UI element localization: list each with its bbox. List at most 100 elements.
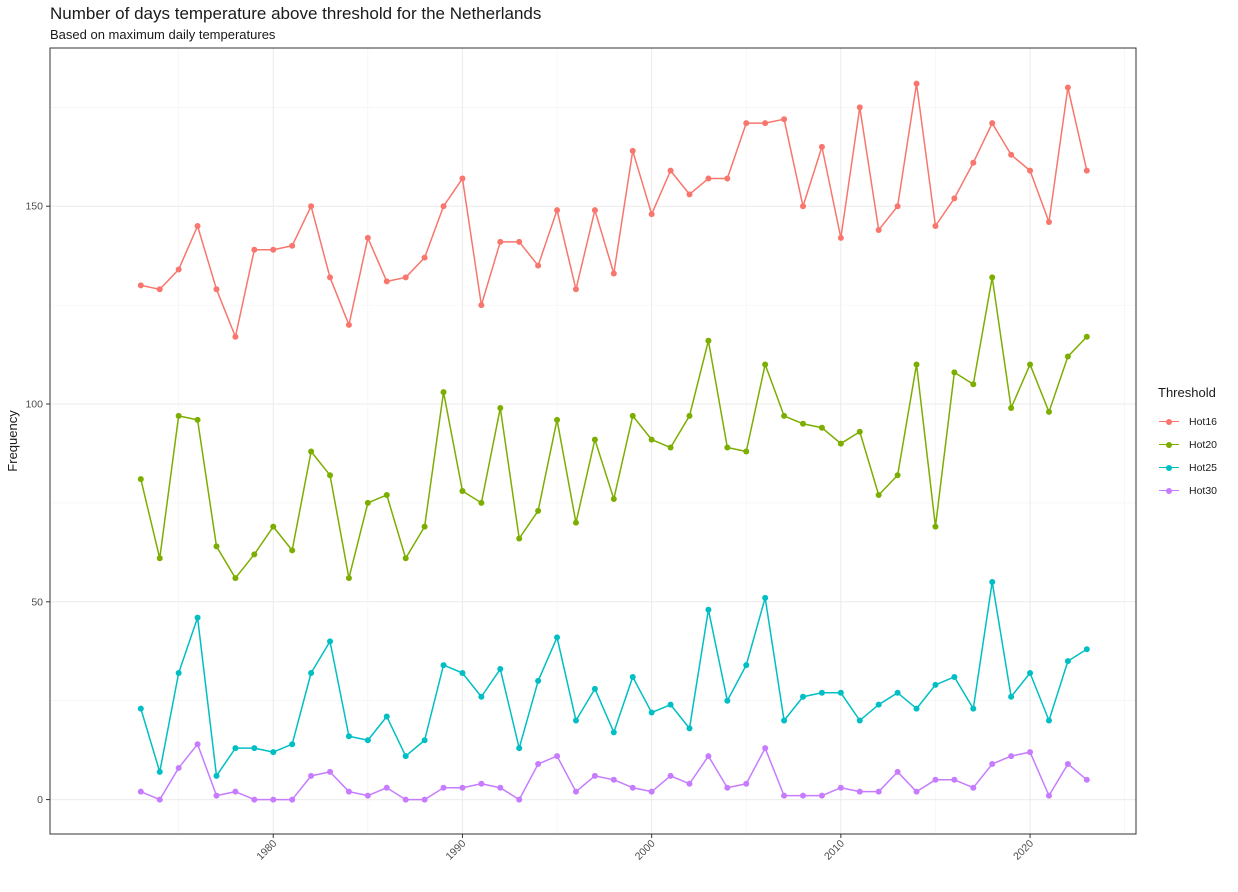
legend-label-hot25: Hot25 bbox=[1189, 461, 1218, 474]
data-point-hot16 bbox=[402, 274, 409, 281]
data-point-hot20 bbox=[743, 448, 750, 455]
data-point-hot25 bbox=[516, 745, 523, 752]
data-point-hot25 bbox=[800, 693, 807, 700]
data-point-hot25 bbox=[629, 673, 636, 680]
data-point-hot25 bbox=[837, 689, 844, 696]
data-point-hot20 bbox=[1027, 361, 1034, 368]
data-point-hot20 bbox=[1008, 404, 1015, 411]
data-point-hot30 bbox=[440, 784, 447, 791]
data-point-hot30 bbox=[194, 741, 201, 748]
legend-dot-hot30 bbox=[1166, 487, 1172, 494]
data-point-hot25 bbox=[591, 685, 598, 692]
data-point-hot25 bbox=[175, 670, 182, 677]
data-point-hot25 bbox=[459, 670, 466, 677]
data-point-hot16 bbox=[232, 333, 239, 340]
data-point-hot25 bbox=[289, 741, 296, 748]
data-point-hot20 bbox=[251, 551, 258, 558]
data-point-hot30 bbox=[970, 784, 977, 791]
data-point-hot25 bbox=[308, 670, 315, 677]
data-point-hot30 bbox=[232, 788, 239, 795]
plot-panel-border bbox=[49, 47, 1137, 835]
chart-subtitle: Based on maximum daily temperatures bbox=[50, 27, 276, 42]
y-tick-label: 150 bbox=[25, 201, 43, 213]
data-point-hot16 bbox=[270, 246, 277, 253]
data-point-hot20 bbox=[383, 491, 390, 498]
data-point-hot16 bbox=[156, 286, 163, 293]
data-point-hot30 bbox=[648, 788, 655, 795]
data-point-hot16 bbox=[175, 266, 182, 273]
data-point-hot30 bbox=[516, 796, 523, 803]
data-point-hot16 bbox=[554, 207, 561, 214]
data-point-hot20 bbox=[1064, 353, 1071, 360]
x-tick-label: 2010 bbox=[822, 838, 847, 863]
data-point-hot25 bbox=[724, 697, 731, 704]
data-point-hot16 bbox=[743, 120, 750, 127]
data-point-hot30 bbox=[856, 788, 863, 795]
data-point-hot16 bbox=[345, 321, 352, 328]
data-point-hot30 bbox=[591, 772, 598, 779]
data-point-hot20 bbox=[213, 543, 220, 550]
legend-label-hot20: Hot20 bbox=[1189, 438, 1218, 451]
data-point-hot30 bbox=[1083, 776, 1090, 783]
data-point-hot30 bbox=[308, 772, 315, 779]
data-point-hot25 bbox=[1045, 717, 1052, 724]
data-point-hot25 bbox=[648, 709, 655, 716]
y-tick-label: 0 bbox=[37, 794, 43, 806]
legend-item-hot16: Hot16 bbox=[1158, 410, 1217, 433]
legend-key-hot25 bbox=[1158, 462, 1180, 474]
data-point-hot20 bbox=[175, 412, 182, 419]
data-point-hot20 bbox=[1083, 333, 1090, 340]
data-point-hot20 bbox=[800, 420, 807, 427]
data-point-hot30 bbox=[667, 772, 674, 779]
data-point-hot16 bbox=[383, 278, 390, 285]
data-point-hot30 bbox=[535, 760, 542, 767]
legend-dot-hot25 bbox=[1166, 464, 1172, 471]
data-point-hot16 bbox=[686, 191, 693, 198]
data-point-hot16 bbox=[648, 211, 655, 218]
data-point-hot25 bbox=[345, 733, 352, 740]
data-point-hot20 bbox=[705, 337, 712, 344]
data-point-hot16 bbox=[818, 143, 825, 150]
data-point-hot20 bbox=[421, 523, 428, 530]
data-point-hot20 bbox=[629, 412, 636, 419]
legend-item-hot25: Hot25 bbox=[1158, 456, 1217, 479]
data-point-hot25 bbox=[194, 614, 201, 621]
series-line-hot20 bbox=[140, 276, 1088, 579]
data-point-hot25 bbox=[156, 768, 163, 775]
data-point-hot25 bbox=[743, 662, 750, 669]
data-point-hot25 bbox=[402, 753, 409, 760]
data-point-hot30 bbox=[686, 780, 693, 787]
data-point-hot16 bbox=[1083, 167, 1090, 174]
data-point-hot30 bbox=[345, 788, 352, 795]
data-point-hot25 bbox=[383, 713, 390, 720]
data-point-hot25 bbox=[913, 705, 920, 712]
data-point-hot20 bbox=[1045, 408, 1052, 415]
data-point-hot20 bbox=[686, 412, 693, 419]
data-point-hot20 bbox=[308, 448, 315, 455]
data-point-hot16 bbox=[194, 223, 201, 230]
data-point-hot16 bbox=[800, 203, 807, 210]
data-point-hot20 bbox=[459, 488, 466, 495]
data-point-hot30 bbox=[989, 760, 996, 767]
data-point-hot30 bbox=[402, 796, 409, 803]
data-point-hot30 bbox=[289, 796, 296, 803]
data-point-hot16 bbox=[951, 195, 958, 202]
data-point-hot16 bbox=[610, 270, 617, 277]
data-point-hot16 bbox=[308, 203, 315, 210]
data-point-hot20 bbox=[648, 436, 655, 443]
data-point-hot16 bbox=[478, 302, 485, 309]
data-point-hot30 bbox=[1008, 753, 1015, 760]
data-point-hot25 bbox=[554, 634, 561, 641]
data-point-hot20 bbox=[270, 523, 277, 530]
data-point-hot16 bbox=[1008, 151, 1015, 158]
data-point-hot25 bbox=[781, 717, 788, 724]
data-point-hot25 bbox=[932, 681, 939, 688]
data-point-hot16 bbox=[137, 282, 144, 289]
data-point-hot25 bbox=[667, 701, 674, 708]
data-point-hot25 bbox=[440, 662, 447, 669]
legend-item-hot30: Hot30 bbox=[1158, 479, 1217, 502]
data-point-hot20 bbox=[440, 389, 447, 396]
data-point-hot25 bbox=[705, 606, 712, 613]
data-point-hot20 bbox=[781, 412, 788, 419]
series-line-hot30 bbox=[140, 743, 1088, 801]
